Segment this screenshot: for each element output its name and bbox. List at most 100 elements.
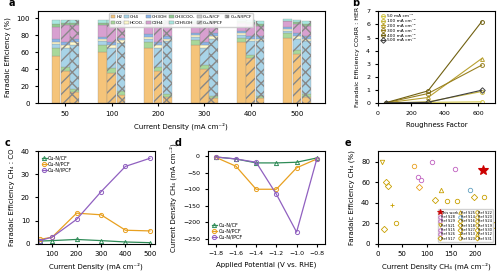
Bar	[256, 41, 264, 96]
Cu-N/CF	[37, 239, 43, 243]
X-axis label: Applied Potential (V vs. RHE): Applied Potential (V vs. RHE)	[216, 262, 316, 268]
Bar	[292, 36, 302, 39]
Cu-N/CF	[274, 161, 280, 165]
Bar	[116, 43, 126, 92]
Bar	[200, 23, 209, 25]
Bar	[52, 44, 60, 48]
Bar	[144, 39, 153, 42]
Bar	[200, 69, 209, 103]
Bar	[70, 42, 79, 45]
Line: Cu-N/PCF: Cu-N/PCF	[214, 155, 319, 191]
Bar	[163, 41, 172, 94]
Cu-N/IPCF	[49, 235, 55, 239]
Bar	[144, 34, 153, 37]
Bar	[144, 22, 153, 24]
Line: 100 mA cm⁻²: 100 mA cm⁻²	[384, 90, 484, 105]
Bar	[98, 39, 107, 41]
Bar	[302, 41, 311, 94]
Cu-N/IPCF	[212, 155, 218, 159]
Bar	[108, 23, 116, 25]
Bar	[209, 22, 218, 23]
Bar	[246, 55, 255, 58]
Y-axis label: Faradaic Efficiency CH₄ (%): Faradaic Efficiency CH₄ (%)	[349, 150, 356, 245]
Line: 300 mA cm⁻²: 300 mA cm⁻²	[384, 63, 484, 105]
Cu-N/PCF	[233, 165, 239, 168]
Bar	[52, 27, 60, 39]
Bar	[163, 39, 172, 41]
Y-axis label: Faradaic Efficiency CO₂RR : HER: Faradaic Efficiency CO₂RR : HER	[356, 7, 360, 107]
Bar	[98, 23, 107, 25]
X-axis label: Current Density (mA cm⁻²): Current Density (mA cm⁻²)	[50, 263, 143, 270]
Bar	[116, 23, 126, 25]
Legend: This work, Ref S28, Ref S29, Ref S21, Ref S15, Ref S26, Ref S17, Ref S25, Ref S1: This work, Ref S28, Ref S29, Ref S21, Re…	[438, 209, 493, 242]
Line: Cu-N/CF: Cu-N/CF	[38, 237, 152, 245]
Bar	[246, 36, 255, 39]
Line: Cu-N/IPCF: Cu-N/IPCF	[38, 156, 152, 243]
Bar	[154, 45, 162, 48]
100 mA cm⁻²	[383, 101, 389, 105]
Cu-N/PCF	[253, 188, 259, 191]
Bar	[209, 20, 218, 22]
Bar	[246, 22, 255, 24]
Bar	[284, 31, 292, 33]
Bar	[52, 48, 60, 57]
Bar	[163, 24, 172, 36]
Cu-N/PCF	[294, 166, 300, 169]
Cu-N/CF	[147, 241, 153, 244]
Bar	[237, 31, 246, 33]
Bar	[209, 98, 218, 103]
Line: 50 mA cm⁻²: 50 mA cm⁻²	[384, 100, 484, 105]
Bar	[144, 20, 153, 22]
Cu-N/CF	[294, 160, 300, 164]
Bar	[61, 25, 70, 42]
Cu-N/CF	[233, 157, 239, 161]
Bar	[284, 38, 292, 103]
Bar	[237, 22, 246, 23]
Bar	[52, 24, 60, 27]
Bar	[209, 23, 218, 33]
Bar	[144, 48, 153, 103]
Bar	[61, 20, 70, 23]
Bar	[144, 37, 153, 39]
Bar	[52, 20, 60, 24]
Bar	[108, 73, 116, 103]
X-axis label: Roughness Factor: Roughness Factor	[406, 122, 467, 128]
Bar	[302, 24, 311, 26]
Bar	[292, 20, 302, 22]
Cu-N/PCF	[98, 213, 104, 216]
Bar	[154, 48, 162, 67]
Bar	[190, 24, 200, 32]
Bar	[284, 27, 292, 29]
500 mA cm⁻²	[425, 101, 431, 104]
Bar	[256, 39, 264, 41]
Legend: Cu-N/CF, Cu-N/PCF, Cu-N/IPCF: Cu-N/CF, Cu-N/PCF, Cu-N/IPCF	[40, 154, 74, 175]
Bar	[256, 22, 264, 24]
50 mA cm⁻²	[383, 101, 389, 105]
Bar	[190, 45, 200, 103]
Bar	[116, 25, 126, 38]
Bar	[302, 39, 311, 41]
Bar	[246, 24, 255, 36]
Bar	[144, 42, 153, 48]
Cu-N/CF	[98, 239, 104, 242]
Bar	[154, 23, 162, 25]
Bar	[284, 29, 292, 31]
Cu-N/IPCF	[253, 160, 259, 164]
200 mA cm⁻²	[383, 101, 389, 104]
Bar	[292, 33, 302, 36]
Bar	[61, 23, 70, 25]
400 mA cm⁻²	[478, 20, 484, 24]
500 mA cm⁻²	[383, 101, 389, 104]
Bar	[108, 20, 116, 23]
Bar	[284, 22, 292, 27]
Bar	[98, 25, 107, 37]
Bar	[190, 40, 200, 45]
Bar	[237, 23, 246, 31]
Bar	[190, 37, 200, 40]
50 mA cm⁻²	[478, 100, 484, 104]
Bar	[302, 22, 311, 24]
Bar	[237, 35, 246, 38]
Bar	[209, 96, 218, 98]
Line: Cu-N/PCF: Cu-N/PCF	[38, 211, 152, 242]
Bar	[246, 20, 255, 22]
